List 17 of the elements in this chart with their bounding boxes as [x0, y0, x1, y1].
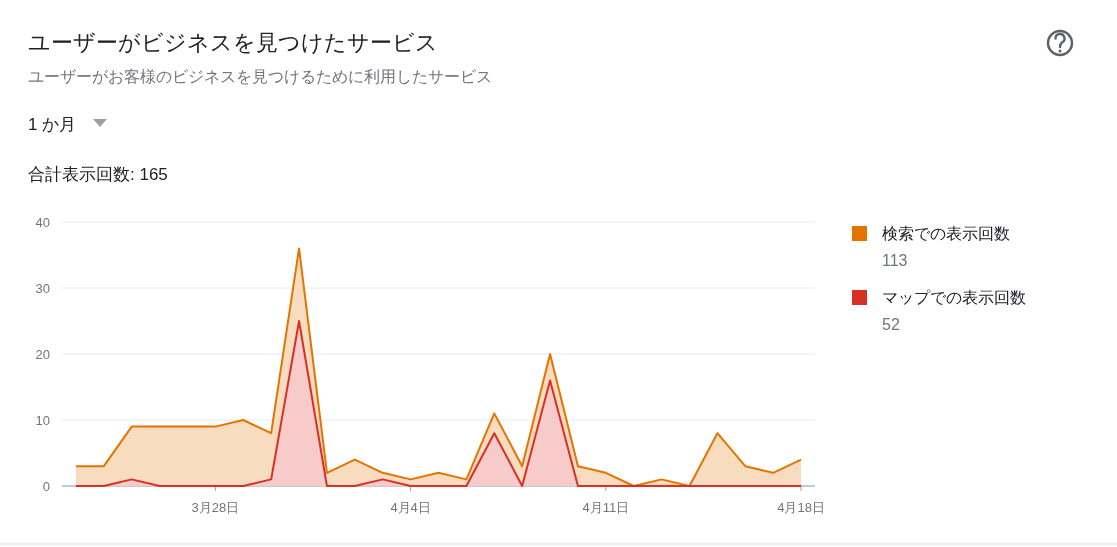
- chart-title: ユーザーがビジネスを見つけたサービス: [28, 30, 438, 55]
- text: 1 か月: [28, 115, 77, 134]
- text: 52: [882, 316, 900, 333]
- y-tick-label: 40: [35, 215, 50, 230]
- chart-subtitle: ユーザーがお客様のビジネスを見つけるために利用したサービス: [28, 68, 492, 85]
- legend-label: マップでの表示回数: [882, 289, 1026, 306]
- y-tick-label: 30: [35, 281, 50, 296]
- text: 113: [882, 252, 908, 269]
- y-tick-label: 20: [35, 347, 50, 362]
- x-tick-label: 4月4日: [390, 500, 431, 515]
- legend-label: 検索での表示回数: [882, 225, 1010, 242]
- text: 合計表示回数: 165: [28, 165, 168, 184]
- x-tick-label: 3月28日: [191, 500, 240, 515]
- x-tick-label: 4月18日: [777, 500, 825, 515]
- y-tick-label: 10: [35, 413, 50, 428]
- y-tick-label: 0: [42, 479, 50, 494]
- x-tick-label: 4月11日: [582, 500, 630, 515]
